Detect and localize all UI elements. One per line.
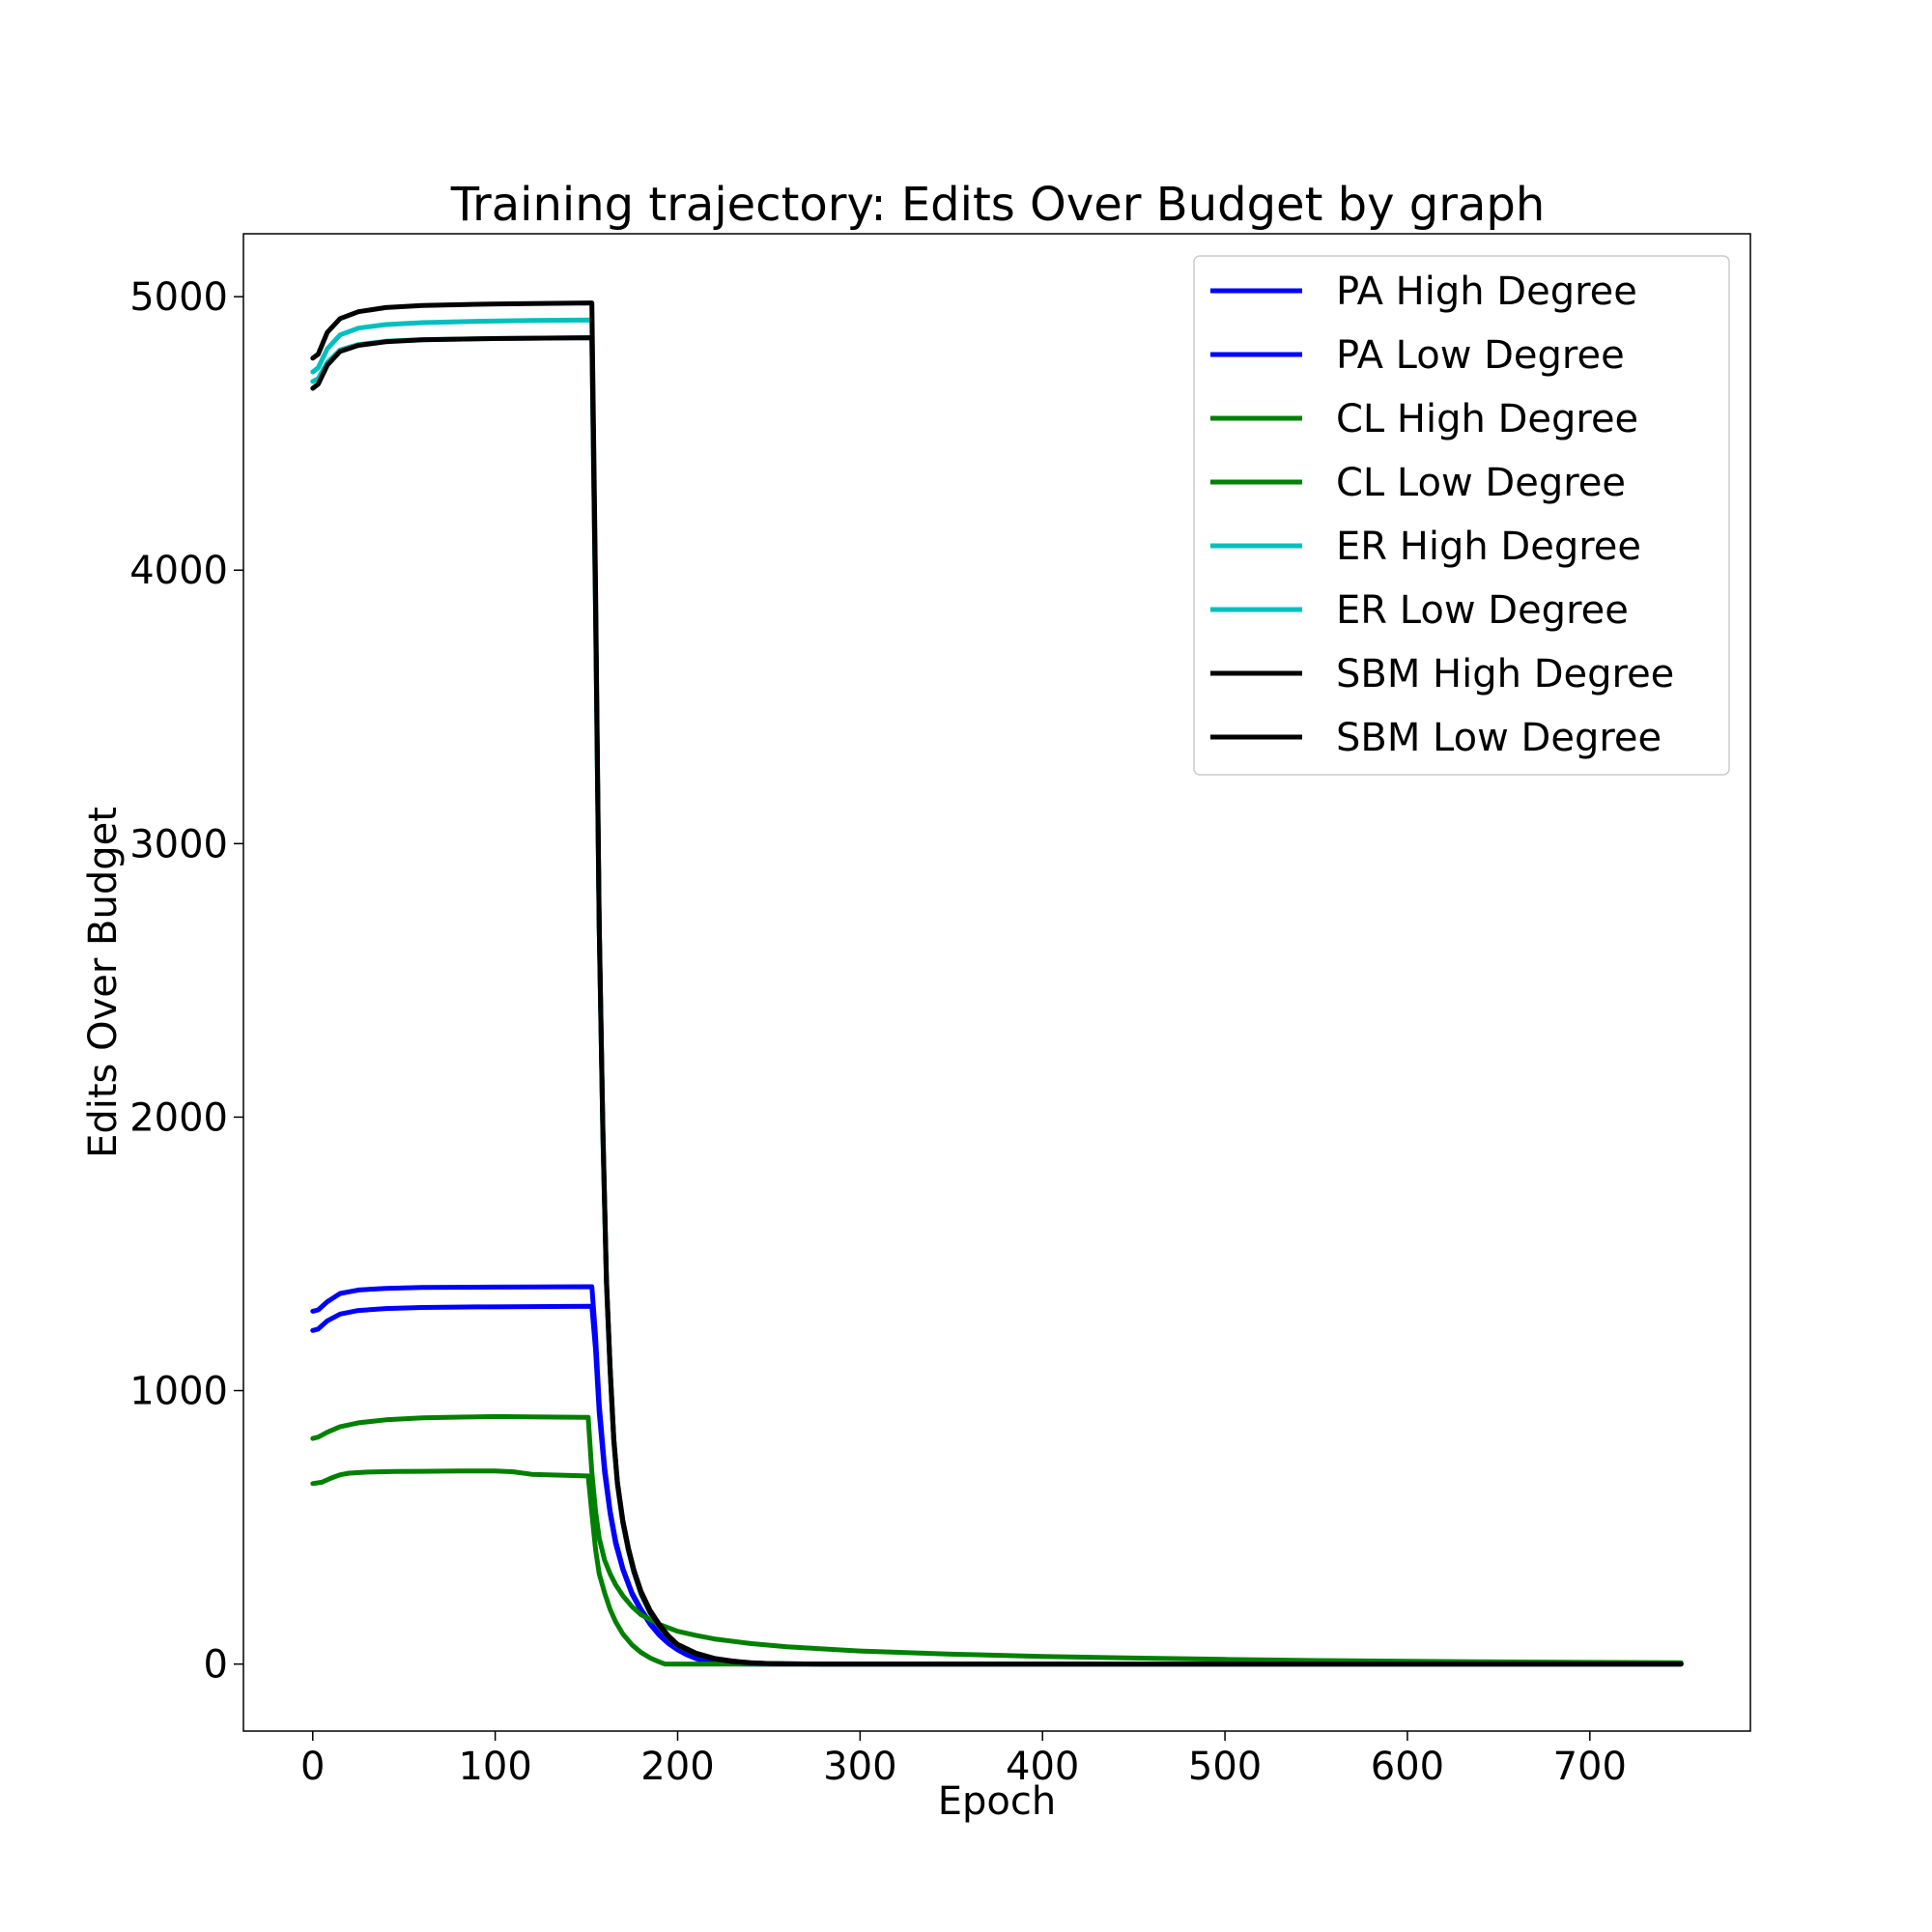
y-axis-label: Edits Over Budget — [81, 807, 126, 1158]
legend-label: CL High Degree — [1336, 397, 1638, 441]
x-axis: 0 100 200 300 400 500 600 700 — [300, 1731, 1627, 1789]
y-tick-label: 4000 — [129, 549, 228, 593]
series-lines — [310, 300, 1684, 1667]
x-tick-label: 700 — [1553, 1745, 1627, 1789]
series-line-8 — [310, 335, 1684, 1667]
x-tick-label: 500 — [1188, 1745, 1262, 1789]
y-tick-label: 1000 — [129, 1370, 228, 1414]
x-axis-label: Epoch — [938, 1779, 1056, 1824]
legend: PA High Degree PA Low Degree CL High Degre… — [1193, 255, 1730, 776]
legend-frame — [1193, 255, 1730, 776]
x-tick-label: 100 — [458, 1745, 531, 1789]
x-tick-label: 0 — [300, 1745, 325, 1789]
y-tick-label: 0 — [204, 1643, 228, 1688]
x-tick-label: 300 — [823, 1745, 896, 1789]
chart-title: Training trajectory: Edits Over Budget b… — [450, 178, 1546, 232]
x-tick-label: 400 — [1006, 1745, 1079, 1789]
series-line-3 — [310, 1413, 1684, 1665]
legend-label: ER High Degree — [1336, 525, 1641, 569]
legend-label: ER Low Degree — [1336, 588, 1629, 633]
x-tick-label: 200 — [640, 1745, 714, 1789]
x-tick-label: 600 — [1371, 1745, 1444, 1789]
legend-label: PA Low Degree — [1336, 333, 1625, 378]
legend-label: SBM Low Degree — [1336, 716, 1662, 760]
y-tick-label: 3000 — [129, 822, 228, 867]
y-tick-label: 2000 — [129, 1095, 228, 1140]
y-tick-label: 5000 — [129, 275, 228, 320]
y-axis: 0 1000 2000 3000 4000 5000 — [129, 275, 243, 1688]
legend-label: SBM High Degree — [1336, 652, 1674, 696]
legend-label: CL Low Degree — [1336, 461, 1626, 505]
legend-label: PA High Degree — [1336, 270, 1637, 314]
